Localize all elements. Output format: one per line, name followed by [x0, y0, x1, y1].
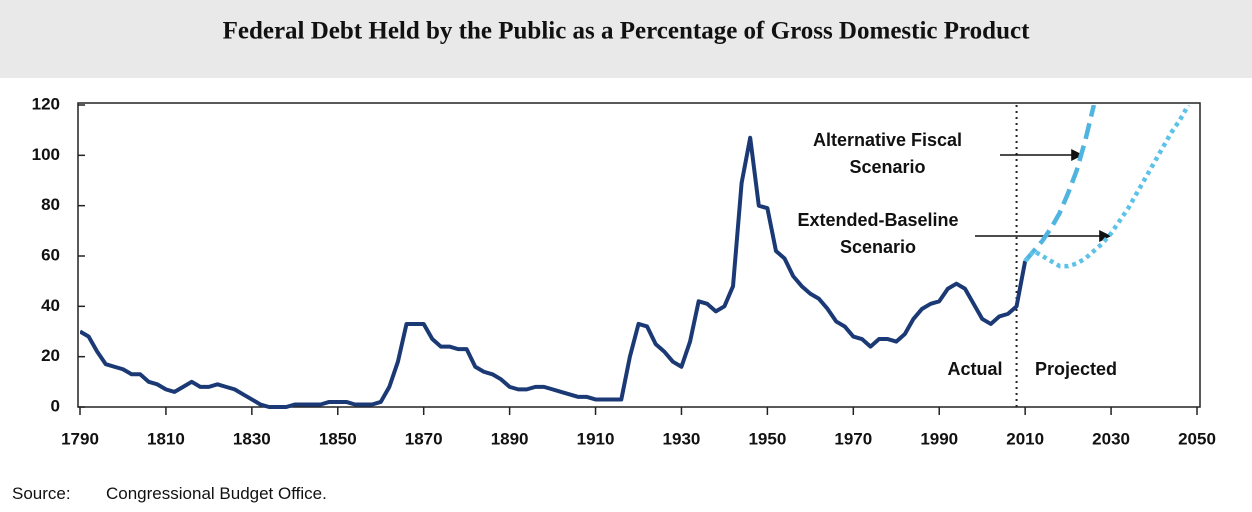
x-tick-label: 1890 — [491, 429, 529, 448]
series-line — [80, 135, 1028, 409]
y-tick-label: 40 — [41, 296, 60, 315]
x-tick-label: 1810 — [147, 429, 185, 448]
y-tick-label: 80 — [41, 195, 60, 214]
source-label: Source: — [12, 484, 71, 503]
title-band — [0, 0, 1252, 78]
annotation: Alternative Fiscal Scenario — [812, 130, 963, 177]
annotation: Projected — [1034, 359, 1118, 379]
x-tick-label: 1950 — [748, 429, 786, 448]
x-tick-label: 1790 — [61, 429, 99, 448]
plot-area — [77, 102, 1201, 408]
series-line — [1023, 105, 1097, 263]
chart-title: Federal Debt Held by the Public as a Per… — [223, 18, 1030, 45]
x-tick-label: 2030 — [1092, 429, 1130, 448]
x-tick-label: 1990 — [920, 429, 958, 448]
x-tick-label: 2010 — [1006, 429, 1044, 448]
y-tick-label: 20 — [41, 346, 60, 365]
x-tick-label: 1910 — [577, 429, 615, 448]
x-tick-label: 1870 — [405, 429, 443, 448]
x-tick-label: 1930 — [663, 429, 701, 448]
annotation: Actual — [947, 359, 1003, 379]
series-line — [1023, 105, 1191, 269]
y-tick-label: 120 — [32, 94, 60, 113]
source: Congressional Budget Office. — [106, 484, 327, 503]
x-tick-label: 1850 — [319, 429, 357, 448]
y-tick-label: 100 — [32, 145, 60, 164]
y-tick-label: 0 — [51, 396, 60, 415]
y-tick-label: 60 — [41, 245, 60, 264]
x-tick-label: 1970 — [834, 429, 872, 448]
x-tick-label: 2050 — [1178, 429, 1216, 448]
x-tick-label: 1830 — [233, 429, 271, 448]
annotation: Extended-Baseline Scenario — [797, 210, 959, 257]
